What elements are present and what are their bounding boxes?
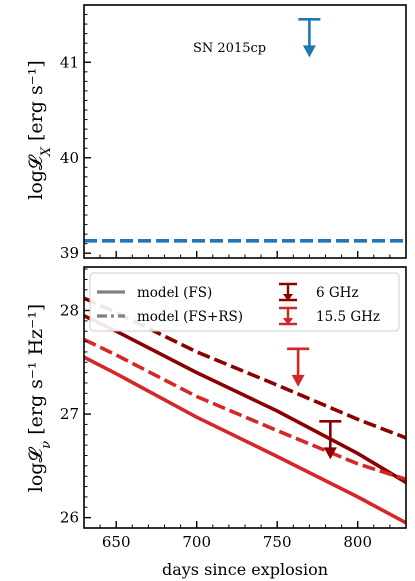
radio-upper-limit-0-arrowhead bbox=[323, 447, 337, 460]
radio-upper-limit-1 bbox=[287, 347, 310, 387]
radio-series-2-line bbox=[83, 355, 407, 525]
radio-xtick-label-2: 750 bbox=[263, 533, 292, 551]
radio-ylabel-unit: [erg s⁻¹ Hz⁻¹] bbox=[25, 304, 47, 435]
radio-ylabel: log𝓛ν [erg s⁻¹ Hz⁻¹] bbox=[25, 304, 54, 492]
radio-upper-limit-0 bbox=[319, 420, 342, 460]
xray-upper-limit-0 bbox=[298, 18, 321, 58]
xray-upper-limit-0-arrowhead bbox=[302, 45, 316, 58]
legend-swatch-15-5ghz bbox=[279, 306, 297, 326]
supernova-annotation: SN 2015cp bbox=[193, 41, 266, 56]
legend-label-model-fs-rs: model (FS+RS) bbox=[137, 309, 243, 325]
radio-xtick-label-1: 700 bbox=[182, 533, 211, 551]
legend-swatch-6ghz bbox=[279, 282, 297, 302]
radio-ytick-label-2: 28 bbox=[60, 302, 79, 320]
xray-panel: 39 40 41 SN 2015cp log𝓛X [erg s⁻¹] bbox=[25, 4, 407, 262]
xray-ytick-label-0: 39 bbox=[60, 244, 79, 262]
xray-ylabel-subscript: X bbox=[39, 146, 54, 157]
legend-label-6ghz: 6 GHz bbox=[316, 285, 359, 301]
leg-limit-0-arrowhead bbox=[283, 294, 293, 301]
xray-ytick-label-2: 41 bbox=[60, 53, 79, 71]
radio-ylabel-main: log𝓛 bbox=[25, 447, 47, 493]
radio-xlabel: days since explosion bbox=[162, 560, 328, 579]
legend-label-15-5ghz: 15.5 GHz bbox=[316, 309, 380, 325]
xray-ytick-label-1: 40 bbox=[60, 149, 79, 167]
radio-ytick-label-0: 26 bbox=[60, 509, 79, 527]
radio-series-3-line bbox=[83, 337, 407, 482]
xray-panel-frame bbox=[83, 4, 407, 259]
radio-ytick-label-1: 27 bbox=[60, 405, 79, 423]
radio-ylabel-subscript: ν bbox=[39, 441, 54, 449]
radio-upper-limit-1-arrowhead bbox=[291, 374, 305, 387]
xray-ticks-layer: 39 40 41 bbox=[60, 4, 407, 262]
radio-xtick-label-3: 800 bbox=[343, 533, 372, 551]
legend: model (FS) model (FS+RS) 6 GHz 15.5 GHz bbox=[89, 272, 400, 332]
legend-label-model-fs: model (FS) bbox=[137, 285, 212, 301]
leg-limit-1-arrowhead bbox=[283, 318, 293, 325]
radio-ticks-layer: 26 27 28 650 700 750 800 bbox=[60, 268, 407, 551]
radio-panel-frame bbox=[83, 266, 407, 529]
radio-upper-limits-layer bbox=[287, 347, 342, 460]
xray-ylabel: log𝓛X [erg s⁻¹] bbox=[25, 60, 54, 200]
xray-ylabel-main: log𝓛 bbox=[25, 154, 47, 200]
radio-panel: 26 27 28 650 700 750 800 model (FS) model (FS+… bbox=[25, 266, 407, 579]
xray-ylabel-unit: [erg s⁻¹] bbox=[25, 60, 47, 141]
legend-frame bbox=[89, 272, 400, 332]
radio-xtick-label-0: 650 bbox=[102, 533, 131, 551]
xray-upper-limits-layer bbox=[298, 18, 321, 58]
